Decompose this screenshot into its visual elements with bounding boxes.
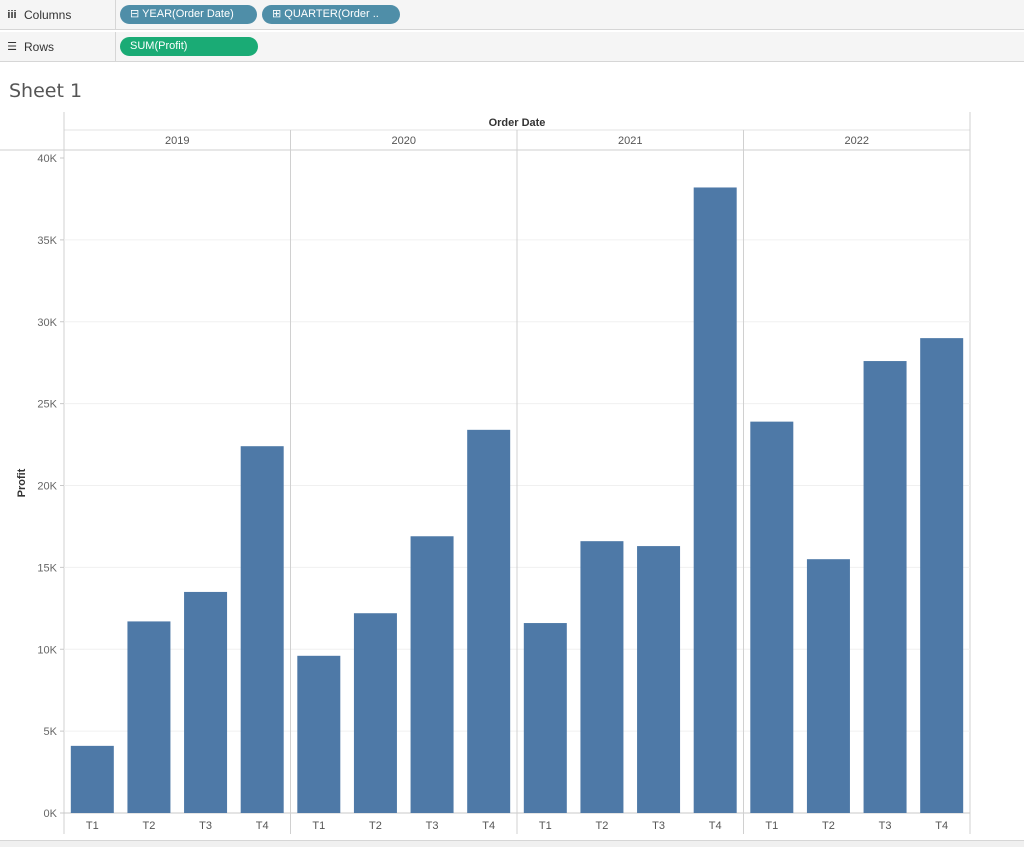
quarter-label: T1 <box>86 820 99 832</box>
rows-label: Rows <box>24 39 55 54</box>
bar-2022-T4 <box>920 338 964 813</box>
y-tick-label: 40K <box>37 153 57 165</box>
quarter-label: T3 <box>199 820 212 832</box>
rows-shelf[interactable]: ☰ Rows SUM(Profit) <box>0 32 1024 62</box>
bar-2019-T1 <box>70 745 114 813</box>
y-tick-label: 35K <box>37 235 57 247</box>
y-tick-label: 0K <box>44 808 58 820</box>
rows-icon: ☰ <box>7 41 17 53</box>
bar-2022-T2 <box>806 559 850 813</box>
columns-shelf[interactable]: iii Columns ⊟ YEAR(Order Date) ⊞ QUARTER… <box>0 0 1024 30</box>
y-tick-label: 30K <box>37 317 57 329</box>
y-tick-label: 25K <box>37 399 57 411</box>
y-tick-label: 5K <box>44 726 58 738</box>
bar-2021-T3 <box>637 546 681 813</box>
quarter-order-date-pill[interactable]: ⊞ QUARTER(Order .. <box>262 5 400 24</box>
rows-shelf-label: ☰ Rows <box>0 32 116 61</box>
quarter-label: T4 <box>256 820 269 832</box>
sum-profit-pill[interactable]: SUM(Profit) <box>120 37 258 56</box>
year-header-2019: 2019 <box>165 135 189 147</box>
bar-2020-T4 <box>467 429 511 813</box>
columns-shelf-label: iii Columns <box>0 0 116 29</box>
quarter-label: T3 <box>879 820 892 832</box>
columns-label: Columns <box>24 7 72 22</box>
sheet-title: Sheet 1 <box>9 80 83 102</box>
bar-2021-T2 <box>580 541 624 813</box>
year-header-2022: 2022 <box>845 135 869 147</box>
columns-icon: iii <box>7 8 17 21</box>
quarter-label: T3 <box>652 820 665 832</box>
quarter-label: T1 <box>539 820 552 832</box>
quarter-label: T2 <box>822 820 835 832</box>
quarter-label: T3 <box>426 820 439 832</box>
bar-2019-T2 <box>127 621 171 813</box>
y-tick-label: 10K <box>37 644 57 656</box>
year-header-2021: 2021 <box>618 135 642 147</box>
bar-2022-T3 <box>863 361 907 813</box>
quarter-label: T2 <box>369 820 382 832</box>
bar-2021-T1 <box>523 623 567 813</box>
quarter-label: T4 <box>482 820 495 832</box>
y-axis-title: Profit <box>16 468 28 497</box>
y-tick-label: 20K <box>37 481 57 493</box>
bar-2020-T2 <box>353 613 397 813</box>
year-order-date-pill[interactable]: ⊟ YEAR(Order Date) <box>120 5 257 24</box>
bar-2019-T4 <box>240 446 284 813</box>
quarter-label: T1 <box>765 820 778 832</box>
quarter-label: T4 <box>935 820 948 832</box>
bar-2021-T4 <box>693 187 737 814</box>
bar-2020-T3 <box>410 536 454 813</box>
quarter-label: T2 <box>143 820 156 832</box>
bar-2019-T3 <box>184 591 228 813</box>
column-header-title: Order Date <box>489 117 546 129</box>
year-header-2020: 2020 <box>392 135 416 147</box>
bar-2020-T1 <box>297 655 341 813</box>
quarter-label: T4 <box>709 820 722 832</box>
quarter-label: T2 <box>596 820 609 832</box>
quarter-label: T1 <box>312 820 325 832</box>
bar-2022-T1 <box>750 421 794 813</box>
bottom-status-strip <box>0 840 1024 847</box>
y-tick-label: 15K <box>37 562 57 574</box>
